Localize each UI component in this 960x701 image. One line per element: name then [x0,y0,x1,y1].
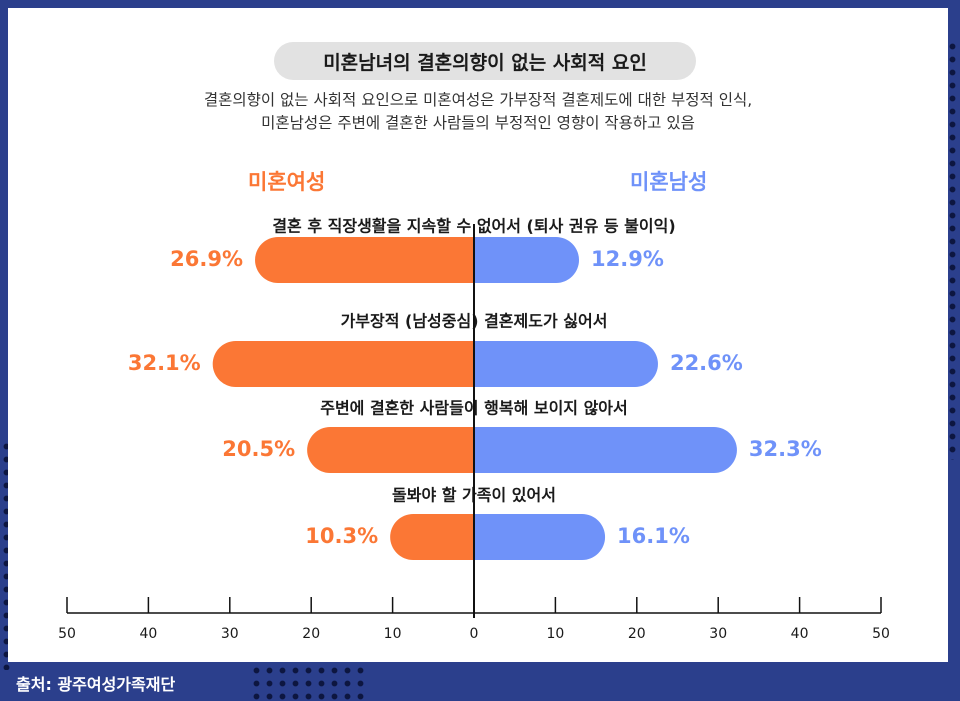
data-label-female: 32.1% [128,351,201,375]
x-tick-label: 40 [791,626,809,642]
bar-male [474,341,658,387]
bar-female [390,514,474,560]
x-tick-label: 50 [58,626,76,642]
x-tick-label: 50 [872,626,890,642]
x-tick-label: 20 [628,626,646,642]
bar-female [255,237,474,283]
x-tick-label: 10 [546,626,564,642]
data-label-male: 12.9% [591,247,664,271]
x-tick-label: 10 [384,626,402,642]
chart-subtitle-line2: 미혼남성은 주변에 결혼한 사람들의 부정적인 영향이 작용하고 있음 [261,114,695,132]
legend-male: 미혼남성 [630,170,708,194]
x-tick-label: 30 [221,626,239,642]
source-note: 출처: 광주여성가족재단 [16,675,176,694]
diverging-bar-chart: 결혼 후 직장생활을 지속할 수 없어서 (퇴사 권유 등 불이익)26.9% 1… [58,217,890,643]
decorative-dots-bottom [250,664,370,701]
x-tick-label: 30 [709,626,727,642]
bar-male [474,427,737,473]
data-label-female: 20.5% [222,437,295,461]
chart-title: 미혼남녀의 결혼의향이 없는 사회적 요인 [274,42,696,80]
data-label-female: 10.3% [305,524,378,548]
x-tick-label: 0 [470,626,479,642]
bar-male [474,237,580,283]
decorative-dots-right [946,40,960,460]
bar-female [212,341,474,387]
data-label-male: 16.1% [617,524,690,548]
x-tick-label: 40 [139,626,157,642]
bar-male [474,514,606,560]
data-label-male: 32.3% [749,437,822,461]
bar-female [307,427,474,473]
data-label-female: 26.9% [170,247,243,271]
chart-subtitle-line1: 결혼의향이 없는 사회적 요인으로 미혼여성은 가부장적 결혼제도에 대한 부정… [203,91,753,109]
chart-card: 미혼남녀의 결혼의향이 없는 사회적 요인 결혼의향이 없는 사회적 요인으로 … [8,8,948,662]
legend-female: 미혼여성 [248,170,326,194]
x-tick-label: 20 [302,626,320,642]
data-label-male: 22.6% [670,351,743,375]
